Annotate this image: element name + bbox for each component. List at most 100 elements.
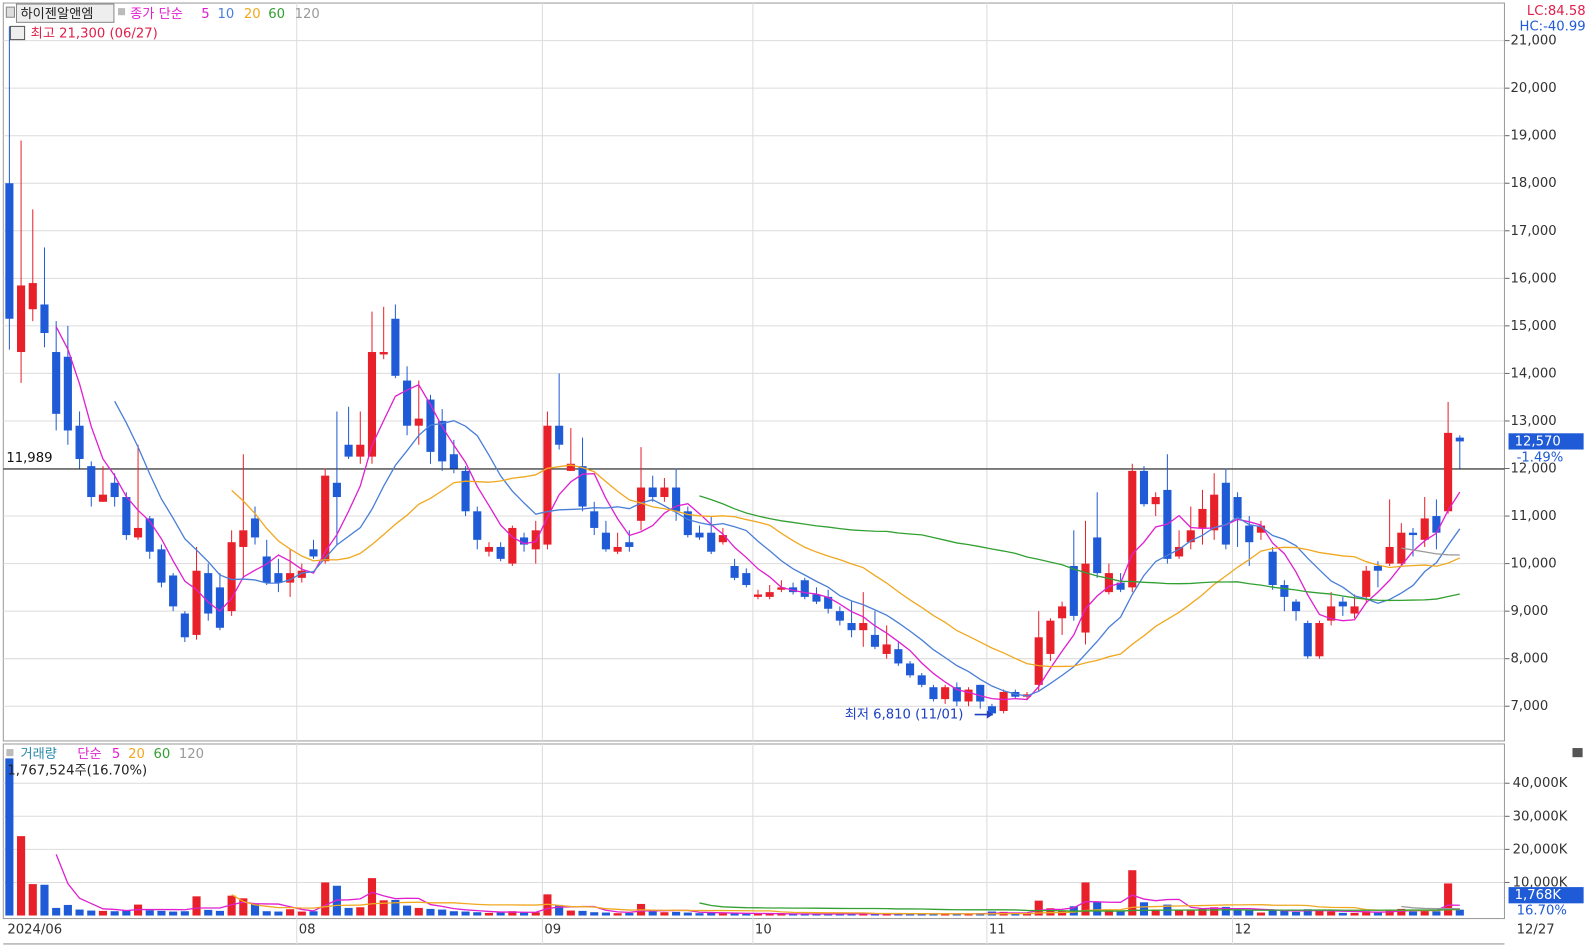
volume-bar [1245, 910, 1254, 916]
candle-body [1058, 606, 1067, 619]
candle-body [286, 573, 295, 583]
volume-bar [1268, 909, 1277, 916]
candle-body [1128, 470, 1137, 588]
candle-body [438, 420, 447, 462]
volume-bar [145, 910, 154, 916]
volume-bar [917, 914, 926, 916]
candle-body [309, 549, 318, 557]
volume-bar [1327, 911, 1336, 916]
y-tick-label: 7,000 [1511, 699, 1549, 714]
volume-bar [215, 910, 224, 916]
price-pane [2, 2, 1505, 742]
volume-bar [508, 911, 517, 916]
candle-body [1139, 470, 1149, 505]
price-change: -1.49% [1517, 451, 1564, 466]
candle-body [765, 592, 774, 597]
candle-body [555, 425, 564, 445]
candle-body [777, 587, 786, 590]
y-tick-label: 10,000 [1511, 557, 1557, 572]
volume-bar [1444, 883, 1453, 916]
y-tick-label: 13,000 [1511, 414, 1557, 429]
volume-bar [17, 836, 26, 916]
volume-bar [964, 914, 973, 916]
candle-body [1233, 497, 1242, 519]
volume-bar [519, 912, 529, 916]
candle-body [894, 649, 903, 664]
candle-body [660, 487, 669, 498]
candle-body [519, 537, 529, 545]
candle-body [1303, 623, 1312, 657]
candle-body [987, 706, 996, 714]
candle-body [1069, 565, 1078, 616]
candle-body [941, 687, 950, 700]
volume-pane [2, 743, 1505, 920]
volume-bar [157, 910, 166, 916]
candle-body [145, 518, 154, 552]
volume-bar [75, 909, 84, 916]
stock-name-box[interactable] [15, 3, 115, 23]
candle-body [297, 570, 306, 578]
candle-body [87, 466, 96, 498]
legend-period: 60 [268, 7, 285, 22]
moving-average [699, 902, 1460, 912]
candle-body [344, 444, 353, 457]
candle-body [204, 573, 213, 614]
candle-body [356, 444, 365, 457]
legend-period: 120 [179, 747, 204, 762]
candle-body [1104, 573, 1113, 593]
volume-bar [356, 907, 365, 916]
volume-bar [1350, 912, 1359, 916]
y-tick-label: 30,000K [1513, 809, 1568, 824]
candle-body [707, 532, 716, 552]
volume-bar [379, 900, 388, 916]
candle-body [999, 691, 1008, 711]
pane-button[interactable] [1572, 748, 1583, 758]
volume-bar [1139, 902, 1149, 916]
table-icon[interactable] [9, 25, 26, 41]
volume-bar [894, 913, 903, 916]
candle-body [508, 527, 517, 564]
candle-body [952, 687, 961, 702]
volume-bar [695, 913, 704, 916]
candle-body [1210, 494, 1219, 531]
text-layer: 하이젠알앤엠 최고 21,300 (06/27) 최저 6,810 (11/01… [5, 3, 1586, 938]
candle-body [332, 482, 341, 498]
x-tick-label: 09 [544, 923, 561, 938]
volume-bar [742, 913, 751, 916]
volume-bar [192, 896, 201, 916]
low-annotation: 최저 6,810 (11/01) [845, 707, 964, 723]
y-tick-label: 14,000 [1511, 366, 1557, 381]
moving-average [699, 495, 1460, 602]
volume-bar [777, 914, 786, 916]
candle-body [976, 684, 985, 702]
menu-icon[interactable] [5, 6, 15, 18]
volume-icon [6, 749, 14, 757]
volume-bar [1432, 911, 1441, 916]
volume-bar [578, 910, 587, 916]
stock-name[interactable]: 하이젠알앤엠 [21, 6, 94, 22]
x-tick-label: 12 [1235, 923, 1252, 938]
candle-body [1256, 525, 1266, 533]
moving-average [1401, 547, 1460, 556]
volume-bar [800, 913, 809, 916]
candle-body [613, 546, 622, 552]
candle-body [1455, 437, 1464, 442]
volume-ratio: 16.70% [1517, 903, 1567, 918]
candle-body [672, 487, 681, 512]
volume-bar [1420, 910, 1429, 916]
volume-bar [1081, 882, 1090, 916]
legend-period: 60 [154, 747, 171, 762]
volume-bar [63, 904, 72, 916]
candle-body [274, 573, 283, 583]
legend-period: 10 [217, 7, 234, 22]
candle-body [262, 556, 271, 583]
candle-body [1151, 497, 1160, 505]
candle-body [800, 580, 809, 597]
volume-bar [1151, 909, 1160, 916]
volume-bar [660, 912, 669, 916]
volume-bar [239, 898, 248, 916]
volume-bar [1210, 907, 1219, 916]
candle-body [1175, 546, 1184, 557]
moving-average [114, 400, 1461, 697]
